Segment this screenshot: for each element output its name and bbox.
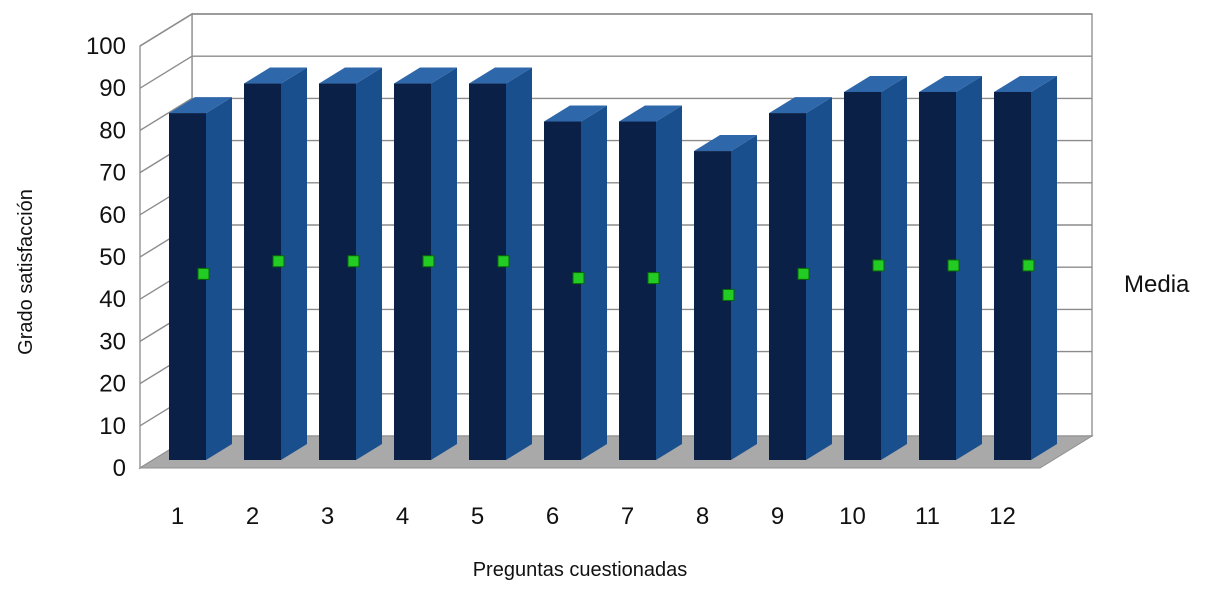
bar-front	[619, 121, 656, 461]
x-tick-label: 3	[321, 503, 334, 530]
media-marker	[422, 255, 435, 268]
bar-top	[319, 67, 382, 84]
media-marker	[1022, 259, 1035, 272]
x-tick-label: 5	[471, 503, 484, 530]
y-tick-label: 90	[99, 75, 126, 102]
bar-side	[731, 135, 757, 460]
x-tick-label: 8	[696, 503, 709, 530]
gridline-side	[139, 97, 193, 131]
bar	[244, 67, 307, 460]
bar	[994, 75, 1057, 460]
media-marker	[572, 272, 585, 285]
bars-layer	[169, 67, 1057, 461]
x-tick-label: 9	[771, 503, 784, 530]
x-tick-label: 4	[396, 503, 409, 530]
x-tick-label: 10	[839, 503, 866, 530]
gridline-side	[139, 55, 193, 89]
bar-top	[769, 97, 832, 114]
media-marker	[347, 255, 360, 268]
x-tick-label: 7	[621, 503, 634, 530]
bar-front	[394, 83, 431, 460]
y-tick-label: 50	[99, 244, 126, 271]
x-axis-title: Preguntas cuestionadas	[473, 559, 688, 581]
y-tick-label: 20	[99, 371, 126, 398]
bar-side	[956, 75, 982, 460]
y-tick-label: 40	[99, 286, 126, 313]
bar-side	[581, 105, 607, 461]
bar-front	[919, 91, 956, 460]
y-tick-label: 60	[99, 202, 126, 229]
y-tick-label: 100	[86, 33, 126, 60]
bar	[544, 105, 607, 461]
bar-side	[1031, 75, 1057, 460]
media-marker	[197, 267, 210, 280]
bar-side	[656, 105, 682, 461]
bar-side	[206, 97, 232, 460]
bar	[394, 67, 457, 460]
bar	[169, 97, 232, 460]
y-tick-label: 0	[113, 455, 126, 482]
bar-side	[506, 67, 532, 460]
media-marker	[722, 288, 735, 301]
gridline-side	[139, 13, 193, 47]
bar	[844, 75, 907, 460]
legend-label: Media	[1124, 271, 1190, 298]
bar	[319, 67, 382, 460]
bar-front	[169, 113, 206, 460]
media-marker	[647, 272, 660, 285]
bar-front	[769, 113, 806, 460]
bar	[469, 67, 532, 460]
bar-top	[919, 75, 982, 92]
bar-front	[844, 91, 881, 460]
bar-side	[881, 75, 907, 460]
bar-front	[694, 151, 731, 460]
bar-front	[319, 83, 356, 460]
media-marker	[872, 259, 885, 272]
markers-layer	[197, 255, 1035, 301]
bar-top	[169, 97, 232, 114]
bar-top	[844, 75, 907, 92]
x-tick-label: 11	[915, 503, 940, 530]
bar-top	[469, 67, 532, 84]
media-marker	[947, 259, 960, 272]
bar-front	[544, 121, 581, 461]
media-marker	[797, 267, 810, 280]
bar	[694, 135, 757, 460]
media-marker	[497, 255, 510, 268]
bar-side	[281, 67, 307, 460]
x-tick-label: 2	[246, 503, 259, 530]
x-tick-label: 6	[546, 503, 559, 530]
bar-top	[244, 67, 307, 84]
x-tick-label: 1	[171, 503, 184, 530]
y-tick-label: 10	[99, 413, 126, 440]
bar	[919, 75, 982, 460]
bar-side	[806, 97, 832, 460]
bar-side	[356, 67, 382, 460]
bar	[769, 97, 832, 460]
bar-top	[544, 105, 607, 122]
y-tick-label: 30	[99, 328, 126, 355]
bar-top	[619, 105, 682, 122]
x-tick-label: 12	[989, 503, 1016, 530]
bar-front	[469, 83, 506, 460]
bar-top	[694, 135, 757, 152]
media-marker	[272, 255, 285, 268]
bar-front	[244, 83, 281, 460]
bar-top	[994, 75, 1057, 92]
bar-top	[394, 67, 457, 84]
bar	[619, 105, 682, 461]
y-tick-label: 80	[99, 117, 126, 144]
y-tick-label: 70	[99, 160, 126, 187]
y-axis-title: Grado satisfacción	[15, 189, 37, 355]
bar-side	[431, 67, 457, 460]
bar-front	[994, 91, 1031, 460]
